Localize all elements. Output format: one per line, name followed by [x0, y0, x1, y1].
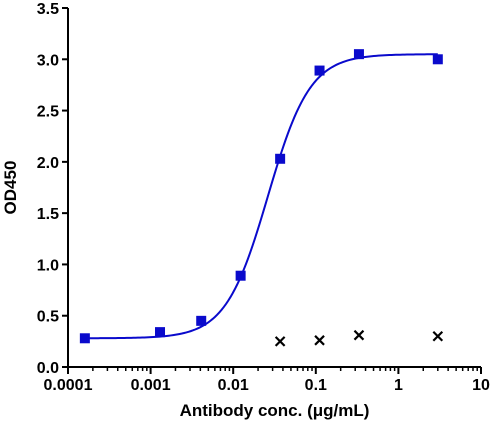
series-0-fit-curve: [84, 53, 438, 340]
y-tick-label: 2.0: [37, 155, 59, 172]
series-0-point: [79, 333, 90, 344]
tick-marks: [62, 7, 482, 374]
series-1-point: [314, 335, 325, 346]
x-tick-label: 0.001: [131, 377, 171, 394]
data-points: [79, 49, 444, 347]
series-0-point: [235, 270, 246, 281]
series-0-point: [432, 54, 443, 65]
axes: [67, 8, 481, 368]
x-tick-label: 1: [394, 377, 403, 394]
series-1-point: [432, 330, 444, 342]
x-axis-title: Antibody conc. (μg/mL): [180, 401, 370, 420]
fit-curves: [84, 53, 438, 340]
x-tick-label: 0.0001: [44, 377, 93, 394]
series-0-point: [353, 49, 364, 60]
y-tick-label: 2.5: [37, 104, 59, 121]
y-tick-label: 1.5: [37, 206, 59, 223]
y-tick-label: 3.5: [37, 1, 59, 18]
y-tick-label: 3.0: [37, 52, 59, 69]
series-0-point: [196, 315, 207, 326]
y-tick-label: 1.0: [37, 257, 59, 274]
y-tick-label: 0.5: [37, 309, 59, 326]
y-tick-label: 0.0: [37, 360, 59, 377]
tick-labels: 0.0 0.5 1.0 1.5 2.0 2.5 3.0 3.5 0.0001 0.001 0.01 0…: [37, 1, 490, 394]
series-0-point: [155, 327, 166, 338]
series-1-point: [274, 336, 286, 347]
y-axis-title: OD450: [1, 161, 20, 215]
series-1-point: [353, 329, 365, 341]
series-0-point: [314, 65, 325, 76]
x-tick-label: 10: [472, 377, 490, 394]
x-tick-label: 0.1: [305, 377, 327, 394]
x-tick-label: 0.01: [218, 377, 249, 394]
series-0-point: [275, 153, 286, 164]
